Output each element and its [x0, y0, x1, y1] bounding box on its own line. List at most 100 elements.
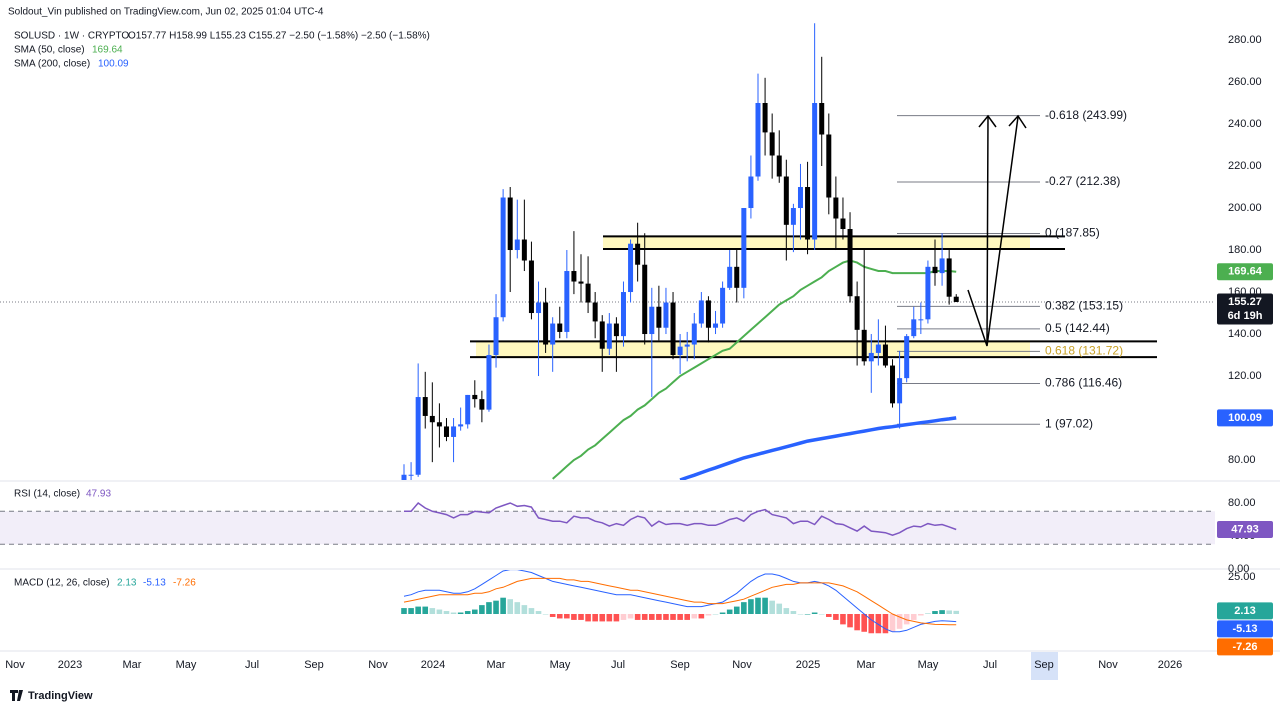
legend-rsi-value: 47.93	[86, 489, 111, 500]
macd-histogram-bar	[663, 614, 669, 620]
legend-sma50-value: 169.64	[92, 45, 123, 56]
macd-histogram-bar	[861, 614, 867, 632]
candle-body	[543, 302, 549, 345]
legend-sma50: SMA (50, close)	[14, 45, 85, 56]
signal-line	[403, 577, 957, 626]
candle-body	[748, 176, 754, 209]
candle-body	[677, 346, 683, 356]
y-tick-label: 220.00	[1228, 160, 1262, 172]
candle-body	[599, 321, 605, 349]
candle-body	[521, 239, 527, 261]
macd-histogram-bar	[542, 614, 549, 615]
last-price-label: 155.27	[1228, 296, 1262, 308]
candle-body	[550, 323, 556, 345]
macd-histogram-bar	[528, 608, 535, 614]
macd-histogram-bar	[556, 614, 563, 619]
candle-body	[705, 300, 711, 328]
candle-body	[939, 258, 945, 274]
footer-brand: TradingView	[28, 690, 93, 702]
macd-histogram-bar	[762, 597, 768, 614]
macd-histogram-bar	[769, 600, 775, 614]
candle-body	[451, 426, 457, 437]
last-price-box	[1217, 293, 1273, 325]
sma50-price-label-box	[1217, 263, 1273, 281]
x-tick-label: Jul	[245, 659, 259, 671]
zone	[603, 236, 1030, 249]
macd-histogram-bar	[670, 614, 676, 620]
legend-sma200: SMA (200, close)	[14, 59, 90, 70]
arrow-head	[978, 114, 1027, 129]
x-tick-label: 2025	[796, 659, 820, 671]
macd-histogram-bar	[514, 602, 521, 614]
macd-histogram-bar	[549, 614, 556, 617]
zone	[476, 341, 1030, 358]
y-tick-label: 120.00	[1228, 370, 1262, 382]
macd-histogram-bar	[811, 612, 818, 614]
candle-body	[642, 264, 648, 335]
candle-body	[507, 197, 513, 251]
x-tick-label: Nov	[732, 659, 752, 671]
macd-histogram-label: 2.13	[1234, 605, 1255, 617]
y-tick-label: 240.00	[1228, 118, 1262, 130]
y-tick-label: 200.00	[1228, 202, 1262, 214]
x-tick-label: May	[550, 659, 571, 671]
rsi-panel	[0, 501, 1215, 545]
publisher: Soldout_Vin published on TradingView.com…	[8, 7, 324, 18]
y-tick-label: 140.00	[1228, 328, 1262, 340]
candle-body	[776, 155, 782, 177]
macd-histogram-bar	[415, 606, 421, 614]
macd-histogram-bar	[882, 614, 889, 634]
candle-body	[861, 329, 867, 362]
macd-histogram-bar	[571, 614, 577, 620]
x-tick-label: Nov	[368, 659, 388, 671]
macd-histogram-bar	[486, 602, 492, 614]
y-tick-label: 260.00	[1228, 76, 1262, 88]
legend-rsi: RSI (14, close)	[14, 489, 80, 500]
projection-arrow	[967, 116, 1019, 347]
candle-body	[536, 302, 542, 314]
candle-body	[918, 319, 924, 321]
macd-histogram-bar	[564, 614, 570, 619]
macd-histogram-bar	[429, 608, 436, 614]
candle-body	[500, 197, 506, 318]
candle-body	[698, 300, 704, 324]
candle-body	[847, 229, 853, 297]
legend-macd-line: -5.13	[143, 578, 166, 589]
macd-histogram-bar	[401, 608, 407, 614]
candle-body	[797, 187, 803, 209]
candle-body	[833, 197, 839, 219]
candle-body	[486, 355, 492, 410]
macd-histogram-bar	[875, 614, 882, 634]
rsi-band	[0, 511, 1215, 545]
macd-histogram-bar	[479, 605, 485, 614]
candle-body	[401, 474, 407, 480]
candle-body	[564, 271, 570, 332]
fib-label: 1 (97.02)	[1045, 416, 1093, 430]
macd-histogram-bar	[726, 609, 733, 614]
macd-histogram-bar	[748, 599, 754, 614]
candle-body	[840, 218, 846, 230]
logo	[10, 690, 23, 701]
candle-body	[620, 292, 626, 337]
macd-histogram-bar	[925, 613, 931, 614]
candle-body	[592, 302, 598, 322]
x-tick-label: Sep	[670, 659, 690, 671]
macd-signal-label: -7.26	[1232, 641, 1257, 653]
macd-histogram-bar	[606, 614, 613, 622]
candle-body	[670, 302, 676, 356]
macd-histogram-bar	[472, 609, 478, 614]
candle-body	[528, 260, 534, 314]
candle-body	[882, 344, 888, 366]
candle-body	[514, 239, 520, 251]
macd-panel	[401, 570, 960, 634]
y-tick-label: 80.00	[1228, 454, 1256, 466]
macd-histogram-bar	[783, 608, 790, 614]
macd-histogram-bar	[918, 614, 924, 616]
fib-label: 0 (187.85)	[1045, 226, 1100, 240]
macd-macd-label-box	[1217, 620, 1273, 638]
x-tick-label: Jul	[611, 659, 625, 671]
x-tick-label: Jul	[983, 659, 997, 671]
candle-body	[890, 365, 896, 404]
macd-histogram-bar	[776, 603, 783, 614]
